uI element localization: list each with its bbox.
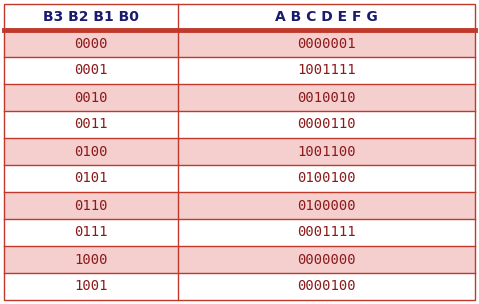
Bar	[4, 4, 475, 30]
Text: 1001: 1001	[74, 279, 108, 293]
Text: 0001111: 0001111	[297, 226, 356, 240]
Text: 1001111: 1001111	[297, 64, 356, 78]
Bar	[4, 192, 475, 219]
Bar	[4, 165, 475, 192]
Text: 0100000: 0100000	[297, 199, 356, 212]
Text: 0111: 0111	[74, 226, 108, 240]
Text: 0000001: 0000001	[297, 36, 356, 50]
Bar	[4, 246, 475, 273]
Text: 0000110: 0000110	[297, 118, 356, 132]
Text: 0100: 0100	[74, 144, 108, 158]
Text: 0101: 0101	[74, 171, 108, 185]
Bar	[4, 273, 475, 300]
Text: 0000000: 0000000	[297, 253, 356, 267]
Bar	[4, 57, 475, 84]
Text: 0000100: 0000100	[297, 279, 356, 293]
Text: 0001: 0001	[74, 64, 108, 78]
Text: 1001100: 1001100	[297, 144, 356, 158]
Bar	[4, 138, 475, 165]
Text: A B C D E F G: A B C D E F G	[275, 10, 378, 24]
Text: B3 B2 B1 B0: B3 B2 B1 B0	[43, 10, 139, 24]
Text: 0000: 0000	[74, 36, 108, 50]
Text: 0100100: 0100100	[297, 171, 356, 185]
Text: 1000: 1000	[74, 253, 108, 267]
Bar	[4, 219, 475, 246]
Bar	[4, 84, 475, 111]
Text: 0010010: 0010010	[297, 91, 356, 105]
Text: 0110: 0110	[74, 199, 108, 212]
Bar	[4, 111, 475, 138]
Bar	[4, 30, 475, 57]
Text: 0011: 0011	[74, 118, 108, 132]
Text: 0010: 0010	[74, 91, 108, 105]
